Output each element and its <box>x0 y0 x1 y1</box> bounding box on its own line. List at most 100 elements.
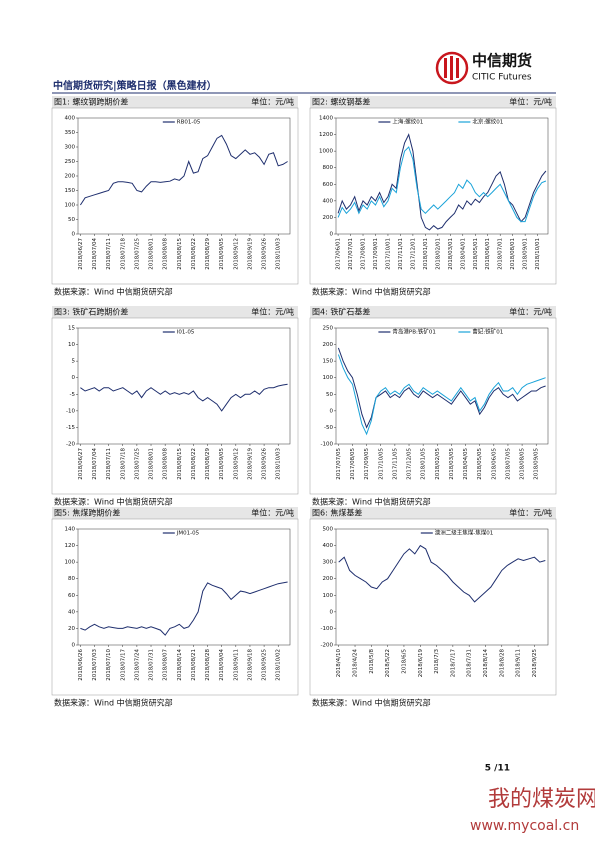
legend-label: 青岛港PB:铁矿01 <box>392 328 435 336</box>
y-tick-label: 0 <box>72 232 76 238</box>
x-tick-label: 2018/08/29 <box>205 238 211 270</box>
x-tick-label: 2018/06/26 <box>78 649 84 681</box>
chart-source: 数据来源：Wind 中信期货研究部 <box>54 287 173 297</box>
y-tick-label: -15 <box>66 425 75 431</box>
x-tick-label: 2018/05/01 <box>473 238 479 270</box>
x-tick-label: 2018/07/04 <box>92 448 98 480</box>
y-tick-label: 0 <box>72 643 76 649</box>
y-tick-label: -10 <box>66 408 75 414</box>
x-tick-label: 2018/07/03 <box>92 649 98 681</box>
x-tick-label: 2018/7/3 <box>434 649 440 674</box>
x-tick-label: 2018/5/8 <box>369 649 375 674</box>
x-tick-label: 2018/07/01 <box>498 238 504 270</box>
y-tick-label: 100 <box>65 560 76 566</box>
x-tick-label: 2018/08/08 <box>163 448 169 480</box>
x-tick-label: 2018/7/31 <box>467 649 473 677</box>
logo-bar <box>444 58 447 78</box>
x-tick-label: 2018/03/05 <box>449 448 455 480</box>
x-tick-label: 2018/08/22 <box>191 448 197 480</box>
chart-title: 图6: 焦煤基差 <box>312 508 362 518</box>
x-tick-label: 2018/08/01 <box>149 238 155 270</box>
x-tick-label: 2018/09/05 <box>534 448 540 480</box>
legend-label: RB01-05 <box>177 120 201 126</box>
y-tick-label: -50 <box>324 425 333 431</box>
title-bar <box>52 96 298 108</box>
y-tick-label: 140 <box>65 527 76 533</box>
x-tick-label: 2018/09/12 <box>233 238 239 270</box>
x-tick-label: 2017/06/01 <box>336 238 342 270</box>
legend-label: 曹妃:铁矿01 <box>472 328 503 336</box>
y-tick-label: 100 <box>323 375 334 381</box>
watermark-url: www.mycoal.cn <box>470 818 579 834</box>
x-tick-label: 2017/11/01 <box>398 238 404 270</box>
y-tick-label: 100 <box>323 593 334 599</box>
x-tick-label: 2018/07/11 <box>106 238 112 270</box>
y-tick-label: 80 <box>68 576 75 582</box>
chart-frame <box>51 107 299 285</box>
x-tick-label: 2018/5/22 <box>385 649 391 677</box>
chart-source: 数据来源：Wind 中信期货研究部 <box>54 698 173 708</box>
y-tick-label: 250 <box>323 326 334 332</box>
x-tick-label: 2018/8/14 <box>483 649 489 678</box>
x-tick-label: 2017/10/01 <box>385 238 391 270</box>
y-tick-label: 200 <box>323 576 334 582</box>
y-tick-label: 150 <box>65 188 76 194</box>
chart-frame <box>309 107 557 285</box>
x-tick-label: 2018/01/05 <box>421 448 427 480</box>
y-tick-label: 0 <box>72 375 76 381</box>
x-tick-label: 2017/07/05 <box>336 448 342 480</box>
chart-title: 图2: 螺纹钢基差 <box>312 97 370 107</box>
x-tick-label: 2018/04/01 <box>460 238 466 270</box>
chart-unit: 单位：元/吨 <box>509 307 552 317</box>
x-tick-label: 2018/07/17 <box>120 649 126 681</box>
x-tick-label: 2018/07/05 <box>505 448 511 480</box>
y-tick-label: -5 <box>70 392 76 398</box>
x-tick-label: 2018/8/28 <box>499 649 505 678</box>
chart-unit: 单位：元/吨 <box>251 508 294 518</box>
y-tick-label: 200 <box>323 215 334 221</box>
x-tick-label: 2018/08/01 <box>510 238 516 270</box>
x-tick-label: 2018/4/10 <box>336 649 342 678</box>
series-line <box>337 146 547 223</box>
chart-unit: 单位：元/吨 <box>509 97 552 107</box>
x-tick-label: 2018/09/11 <box>233 649 239 681</box>
x-tick-label: 2018/08/15 <box>177 238 183 270</box>
chart-unit: 单位：元/吨 <box>251 97 294 107</box>
plot-frame <box>335 528 549 646</box>
x-tick-label: 2018/08/28 <box>205 649 211 681</box>
x-tick-label: 2018/09/12 <box>233 448 239 480</box>
y-tick-label: 350 <box>65 130 76 136</box>
x-tick-label: 2018/03/01 <box>448 238 454 270</box>
legend-label: JM01-05 <box>176 531 200 537</box>
x-tick-label: 2018/08/21 <box>191 649 197 681</box>
x-tick-label: 2018/02/01 <box>435 238 441 270</box>
y-tick-label: 50 <box>326 392 333 398</box>
chart-title: 图1: 螺纹钢跨期价差 <box>54 97 128 107</box>
title-bar <box>310 306 556 318</box>
x-tick-label: 2018/08/29 <box>205 448 211 480</box>
x-tick-label: 2018/08/07 <box>163 649 169 681</box>
y-tick-label: 600 <box>323 182 334 188</box>
x-tick-label: 2018/08/01 <box>149 448 155 480</box>
x-tick-label: 2018/09/05 <box>219 448 225 480</box>
chart-title: 图5: 焦煤跨期价差 <box>54 508 120 518</box>
x-tick-label: 2018/07/11 <box>106 448 112 480</box>
x-tick-label: 2018/09/18 <box>247 649 253 681</box>
series-line <box>80 383 288 412</box>
x-tick-label: 2018/05/05 <box>477 448 483 480</box>
title-bar <box>52 306 298 318</box>
x-tick-label: 2018/08/15 <box>177 448 183 480</box>
x-tick-label: 2018/01/01 <box>423 238 429 270</box>
x-tick-label: 2018/10/03 <box>276 238 282 270</box>
chart-frame <box>51 518 299 696</box>
y-tick-label: 800 <box>323 165 334 171</box>
series-line <box>80 581 288 636</box>
y-tick-label: 60 <box>68 593 75 599</box>
y-tick-label: 0 <box>330 609 334 615</box>
x-tick-label: 2018/10/02 <box>276 649 282 681</box>
y-tick-label: 1400 <box>319 116 333 122</box>
series-line <box>337 354 546 436</box>
x-tick-label: 2018/9/11 <box>516 649 522 677</box>
x-tick-label: 2018/07/24 <box>134 649 140 681</box>
y-tick-label: 15 <box>68 326 75 332</box>
